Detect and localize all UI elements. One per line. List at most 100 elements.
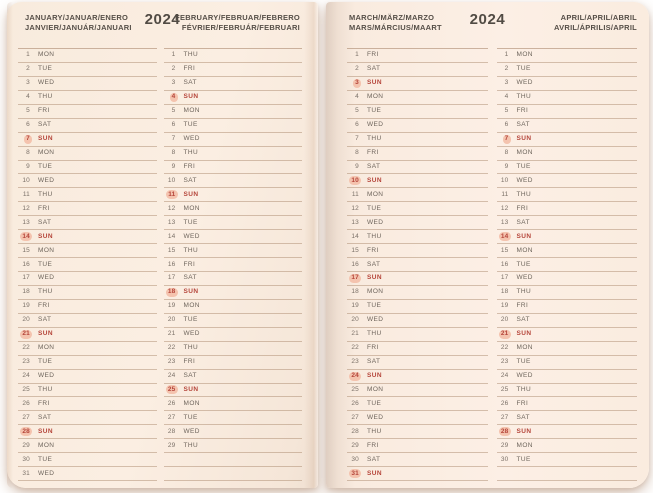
day-row: 6 SAT: [496, 119, 637, 133]
day-number: 30: [18, 455, 32, 464]
day-row: 20 SAT: [18, 314, 157, 328]
day-number-text: 6: [26, 121, 30, 129]
day-abbr: FRI: [367, 344, 379, 352]
day-number: 7: [164, 135, 178, 144]
day-number: 19: [164, 302, 178, 311]
day-abbr: THU: [516, 385, 532, 393]
day-abbr: FRI: [183, 260, 196, 268]
month-column-april: 1 MON 2 TUE 3 WED 4 THU 5 FRI 6 SAT 7 SUN 8 MON 9 TUE 10 WE…: [496, 48, 637, 482]
day-number: 1: [347, 51, 361, 60]
day-row: 4 THU: [496, 91, 637, 105]
day-number: 4: [497, 93, 511, 102]
page-right-march-april: MARCH/MÄRZ/MARZO MARS/MÁRCIUS/MAART APRI…: [326, 2, 649, 488]
month-title-january-line2: JANVIER/JANUÁR/JANUARI: [25, 22, 132, 32]
day-row: 4 THU: [18, 91, 157, 105]
day-number-text: 5: [355, 107, 359, 115]
day-row: 23 FRI: [163, 356, 302, 370]
day-number: 26: [347, 399, 361, 408]
day-number: 10: [347, 176, 361, 186]
day-abbr: WED: [38, 372, 55, 380]
day-abbr: FRI: [367, 51, 379, 59]
day-number: 19: [347, 302, 361, 311]
day-number: 5: [18, 107, 32, 116]
day-row: 25 MON: [347, 384, 488, 398]
day-number-text: 19: [22, 302, 30, 310]
day-number-text: 1: [26, 51, 30, 59]
month-title-april-line1: APRIL/APRIL/ABRIL: [560, 13, 637, 22]
day-row: 17 SUN: [347, 272, 488, 286]
day-row: 26 MON: [163, 397, 302, 412]
day-number-text: 3: [26, 79, 30, 87]
day-number: 28: [347, 427, 361, 436]
day-number-text: 17: [349, 273, 361, 283]
day-row: 23 TUE: [18, 356, 157, 370]
day-number: 23: [347, 358, 361, 367]
day-number: 14: [347, 232, 361, 241]
day-abbr: SAT: [516, 316, 530, 324]
day-abbr: THU: [516, 190, 532, 198]
day-number: 10: [497, 176, 511, 185]
day-abbr: SAT: [38, 121, 52, 129]
day-row: 27 TUE: [163, 411, 302, 426]
day-abbr: SAT: [516, 218, 530, 226]
day-number: 17: [18, 274, 32, 283]
day-row: 12 MON: [163, 202, 302, 217]
day-abbr: TUE: [516, 260, 531, 268]
day-row: 7 SUN: [496, 133, 637, 147]
month-title-january: JANUARY/JANUAR/ENERO JANVIER/JANUÁR/JANU…: [25, 13, 132, 32]
day-row: 27 SAT: [18, 411, 157, 426]
day-row: 3 SUN: [347, 77, 488, 91]
day-number: 8: [347, 149, 361, 158]
day-row: 21 SUN: [18, 328, 157, 342]
day-number: 28: [18, 427, 32, 437]
day-abbr: SUN: [38, 427, 53, 435]
day-abbr: FRI: [367, 441, 379, 449]
day-number-text: 5: [504, 107, 509, 115]
day-number-text: 2: [355, 65, 359, 73]
day-row: 17 WED: [496, 272, 637, 286]
day-row: 19 TUE: [347, 300, 488, 314]
day-abbr: THU: [367, 427, 382, 435]
day-row: 1 MON: [496, 49, 637, 63]
day-row: 25 THU: [18, 384, 157, 398]
day-abbr: THU: [38, 288, 53, 296]
day-row: 21 SUN: [496, 328, 637, 342]
day-number-text: 16: [167, 260, 176, 268]
day-row: 8 MON: [18, 147, 157, 161]
day-row: 11 SUN: [163, 188, 302, 203]
day-number-text: 21: [498, 329, 511, 339]
day-abbr: WED: [38, 469, 55, 477]
day-number: 17: [497, 274, 511, 283]
day-row: 24 SUN: [347, 370, 488, 384]
day-row: 14 SUN: [18, 230, 157, 245]
day-abbr: WED: [516, 176, 533, 184]
day-number: 27: [497, 413, 511, 422]
day-number: 20: [347, 316, 361, 325]
day-abbr: MON: [516, 441, 533, 449]
day-number-text: 8: [355, 149, 359, 157]
day-number-text: 30: [22, 455, 30, 463]
day-number: 21: [164, 330, 178, 339]
day-row: 28 THU: [347, 425, 488, 440]
day-number: 8: [18, 149, 32, 158]
day-row: 21 WED: [163, 328, 302, 342]
day-number-text: 14: [498, 232, 511, 242]
day-number: 1: [497, 51, 511, 60]
day-number-text: 18: [500, 288, 509, 296]
day-number-text: 4: [504, 93, 509, 101]
day-abbr: FRI: [183, 162, 196, 170]
day-number: 20: [164, 316, 178, 325]
day-row: 2 TUE: [18, 63, 157, 77]
day-number-text: 9: [504, 162, 509, 170]
day-row: 29 MON: [18, 439, 157, 454]
day-number-text: 23: [351, 358, 359, 366]
day-number-text: 29: [500, 441, 509, 449]
day-number-text: 6: [504, 121, 509, 129]
day-number: 27: [18, 413, 32, 422]
day-number-text: 26: [351, 399, 359, 407]
day-abbr: THU: [367, 330, 382, 338]
month-title-february-line1: FEBRUARY/FEBRUAR/FEBRERO: [175, 13, 300, 22]
day-number-text: 16: [22, 260, 30, 268]
day-abbr: FRI: [516, 302, 529, 310]
